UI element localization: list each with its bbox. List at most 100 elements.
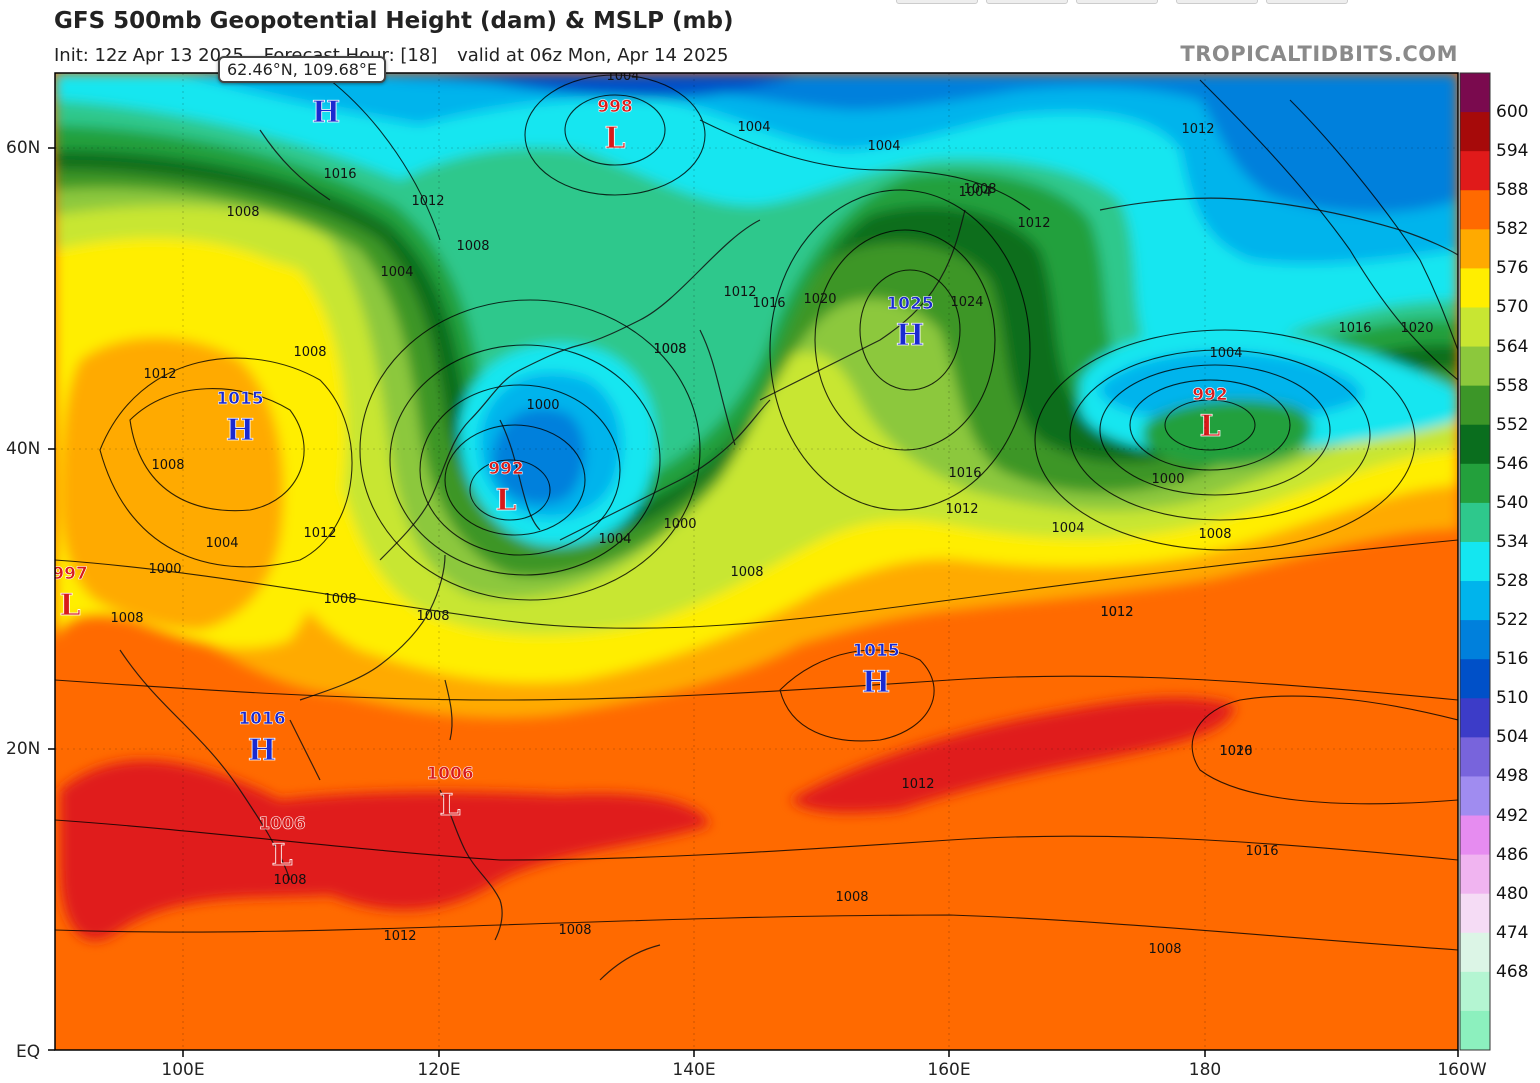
isobar-label: 1012	[723, 285, 756, 300]
colorbar-label: 546	[1496, 453, 1529, 474]
colorbar-swatch	[1460, 463, 1490, 504]
colorbar-frame	[1459, 72, 1491, 1051]
colorbar-label: 594	[1496, 141, 1529, 162]
field-522-korea	[492, 408, 585, 505]
lon-tick-180: 180	[1188, 1060, 1222, 1080]
colorbar-swatch	[1460, 73, 1490, 113]
colorbar-swatch	[1460, 620, 1490, 660]
colorbar-swatch	[1460, 346, 1490, 387]
valid-time: valid at 06z Mon, Apr 14 2025	[457, 45, 729, 66]
low-pressure-marker: L	[604, 121, 625, 156]
isobar-label: 1020	[1219, 744, 1252, 759]
colorbar-label: 480	[1496, 883, 1529, 904]
isobar-label: 1008	[273, 873, 306, 888]
colorbar-swatch	[1460, 190, 1490, 230]
high-pressure-marker: H	[248, 733, 276, 768]
lon-tick-120e: 120E	[417, 1060, 461, 1080]
colorbar-label: 522	[1496, 610, 1529, 631]
isobar-label: 1000	[148, 562, 181, 577]
isobar-label: 1012	[1017, 216, 1050, 231]
high-pressure-marker: H	[226, 413, 254, 448]
isobar-label: 1008	[1198, 527, 1231, 542]
low-pressure-marker: L	[495, 483, 516, 518]
pressure-center-value: 997	[52, 564, 88, 584]
lat-tick-20n: 20N	[6, 739, 41, 759]
lat-tick-60n: 60N	[6, 138, 41, 158]
colorbar-label: 570	[1496, 297, 1529, 318]
isobar-label: 1008	[1148, 942, 1181, 957]
colorbar-swatch	[1460, 151, 1490, 191]
axis-ticks	[48, 147, 1459, 1057]
isobar-label: 1012	[143, 367, 176, 382]
toolbar-button[interactable]	[1076, 0, 1158, 4]
colorbar-label: 534	[1496, 531, 1529, 552]
isobar-label: 1000	[526, 398, 559, 413]
isobar-label: 1020	[803, 292, 836, 307]
pressure-center-value: 1015	[216, 389, 263, 409]
pressure-centers: H 998 L 1015 H 992 L 997 L 1025 H 992 L 1015 H 1016 H 100…	[52, 95, 1228, 874]
isobar-label: 1000	[663, 517, 696, 532]
lon-tick-140e: 140E	[672, 1060, 716, 1080]
colorbar-label: 582	[1496, 219, 1529, 240]
colorbar-swatch	[1460, 268, 1490, 308]
pressure-center-value: 992	[1192, 385, 1228, 405]
colorbar-swatch	[1460, 815, 1490, 856]
isobar-label: 1008	[110, 611, 143, 626]
colorbar-swatch	[1460, 541, 1490, 582]
isobar-labels: 1004100410041012101610081012100810041008…	[110, 73, 1433, 957]
pressure-center-value: 1025	[886, 294, 933, 314]
pressure-center-value: 992	[488, 459, 524, 479]
isobar-label: 1016	[752, 296, 785, 311]
isobar-label: 1004	[867, 139, 900, 154]
field-528	[180, 73, 1458, 265]
lon-tick-160w: 160W	[1437, 1060, 1487, 1080]
field-582-china	[60, 337, 284, 630]
isobar-label: 1012	[901, 777, 934, 792]
isobar-label: 1012	[303, 526, 336, 541]
isobar-label: 1008	[323, 592, 356, 607]
isobar-label: 1016	[948, 466, 981, 481]
map-frame	[54, 72, 1459, 1051]
colorbar-label: 516	[1496, 649, 1529, 670]
isobar-label: 1008	[835, 890, 868, 905]
colorbar-label: 588	[1496, 180, 1529, 201]
colorbar-swatch	[1460, 229, 1490, 269]
toolbar-button[interactable]	[1176, 0, 1258, 4]
isobar-label: 1016	[323, 167, 356, 182]
toolbar-button[interactable]	[986, 0, 1068, 4]
isobar-label: 1008	[416, 609, 449, 624]
colorbar-label: 504	[1496, 727, 1529, 748]
colorbar-swatch	[1460, 737, 1490, 777]
isobar-label: 1004	[380, 265, 413, 280]
isobar-label: 1000	[1151, 472, 1184, 487]
low-pressure-marker: L	[59, 588, 80, 623]
colorbar-swatch	[1460, 854, 1490, 895]
pressure-center-value: 1006	[426, 764, 473, 784]
toolbar-button[interactable]	[896, 0, 978, 4]
pressure-center-value: 1015	[852, 641, 899, 661]
colorbar-swatch	[1460, 1010, 1490, 1051]
lat-tick-40n: 40N	[6, 439, 41, 459]
colorbar-swatch	[1460, 581, 1490, 621]
isobar-label: 1012	[1181, 122, 1214, 137]
isobar-label: 1004	[737, 120, 770, 135]
brand-watermark: TROPICALTIDBITS.COM	[1180, 42, 1458, 66]
isobar-label: 1016	[1245, 844, 1278, 859]
high-pressure-marker: H	[312, 95, 340, 130]
isobar-label: 1008	[293, 345, 326, 360]
colorbar-swatch	[1460, 502, 1490, 543]
colorbar-label: 498	[1496, 766, 1529, 787]
isobar-label: 1008	[151, 458, 184, 473]
colorbar-label: 474	[1496, 922, 1529, 943]
isobar-label: 1008	[963, 182, 996, 197]
map-subtitle: Init: 12z Apr 13 2025 Forecast Hour: [18…	[54, 45, 742, 66]
colorbar-swatch	[1460, 698, 1490, 738]
colorbar-label: 564	[1496, 336, 1529, 357]
isobar-label: 1012	[945, 502, 978, 517]
pressure-center-value: 1006	[258, 814, 305, 834]
field-594b	[790, 697, 1235, 813]
colorbar-label: 576	[1496, 258, 1529, 279]
colorbar-label: 552	[1496, 414, 1529, 435]
toolbar-button[interactable]	[1266, 0, 1348, 4]
